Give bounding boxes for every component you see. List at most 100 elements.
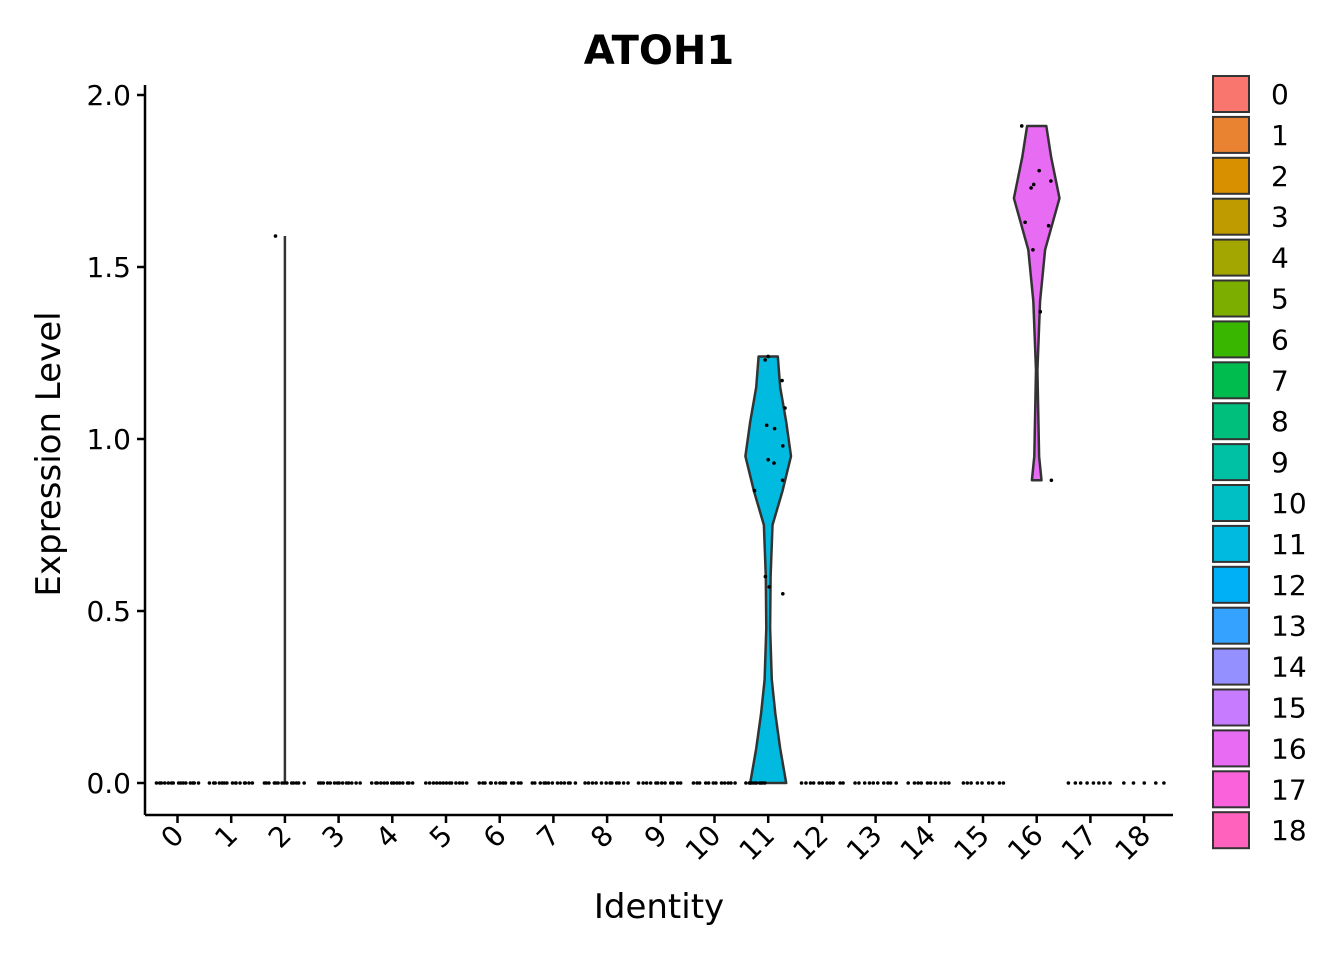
- data-point: [641, 781, 645, 785]
- data-point: [1029, 186, 1033, 190]
- data-point: [980, 781, 984, 785]
- data-point: [438, 781, 442, 785]
- data-point: [583, 781, 587, 785]
- legend-label-11: 11: [1271, 528, 1307, 561]
- data-point: [644, 781, 649, 785]
- legend-key-1: [1212, 115, 1250, 154]
- data-point: [783, 406, 787, 410]
- data-point: [831, 781, 836, 785]
- data-point: [703, 781, 708, 785]
- data-point: [573, 781, 578, 785]
- data-point: [752, 488, 757, 493]
- data-point: [621, 781, 626, 785]
- data-point: [599, 781, 604, 785]
- data-point: [217, 781, 222, 785]
- violin-16: [1012, 124, 1061, 482]
- legend-label-12: 12: [1271, 569, 1307, 602]
- data-point: [354, 781, 358, 785]
- data-point: [997, 781, 1002, 785]
- data-point: [519, 781, 523, 785]
- x-tick-label: 7: [530, 819, 566, 855]
- data-point: [1001, 781, 1006, 785]
- x-tick-label: 9: [638, 819, 674, 855]
- data-point: [1073, 781, 1078, 785]
- data-point: [841, 781, 845, 785]
- data-point: [719, 781, 724, 785]
- data-point: [276, 781, 280, 785]
- data-point: [332, 781, 337, 785]
- data-point: [325, 781, 330, 785]
- data-point: [273, 234, 278, 238]
- data-point: [726, 781, 731, 785]
- legend-key-14: [1212, 647, 1250, 686]
- data-point: [772, 461, 776, 465]
- data-point: [207, 781, 212, 785]
- data-point: [772, 426, 777, 431]
- data-point: [1078, 781, 1083, 785]
- legend-key-17: [1212, 770, 1250, 809]
- data-point: [838, 781, 842, 785]
- data-point: [449, 781, 454, 785]
- data-point: [538, 781, 543, 785]
- data-point: [267, 781, 271, 785]
- data-point: [1038, 309, 1043, 314]
- data-point: [291, 781, 296, 785]
- data-point: [933, 781, 938, 785]
- data-point: [990, 781, 995, 785]
- data-point: [464, 781, 469, 785]
- data-point: [328, 781, 333, 785]
- data-point: [192, 781, 197, 785]
- data-point: [391, 781, 396, 785]
- data-point: [763, 574, 768, 579]
- x-axis-label: Identity: [594, 887, 724, 927]
- data-point: [766, 457, 770, 462]
- legend-key-5: [1212, 279, 1250, 318]
- data-point: [729, 781, 733, 785]
- x-tick-label: 0: [155, 819, 191, 855]
- data-point: [225, 781, 229, 785]
- data-point: [614, 781, 619, 785]
- data-point: [243, 781, 248, 785]
- data-point: [222, 781, 227, 785]
- data-point: [407, 781, 411, 785]
- data-point: [1142, 781, 1147, 785]
- x-tick-label: 3: [316, 819, 352, 855]
- data-point: [1091, 781, 1096, 785]
- data-point: [434, 781, 439, 785]
- data-point: [947, 781, 951, 785]
- data-point: [586, 781, 591, 785]
- data-point: [609, 781, 614, 785]
- data-point: [817, 781, 821, 785]
- data-point: [1019, 124, 1024, 128]
- data-point: [340, 781, 345, 785]
- data-point: [1131, 781, 1136, 785]
- data-point: [264, 781, 269, 785]
- data-point: [460, 781, 465, 785]
- data-point: [318, 781, 323, 785]
- data-point: [401, 781, 405, 785]
- data-point: [763, 358, 767, 362]
- legend-label-4: 4: [1271, 242, 1289, 275]
- data-point: [1023, 220, 1027, 225]
- violin-layer: [283, 124, 1061, 785]
- data-point: [1031, 248, 1035, 252]
- data-point: [975, 781, 980, 785]
- data-point: [441, 781, 446, 785]
- data-point: [969, 781, 973, 785]
- data-point: [427, 781, 432, 785]
- data-point: [423, 781, 428, 785]
- data-point: [928, 781, 933, 785]
- data-point: [906, 781, 911, 785]
- legend-label-16: 16: [1271, 732, 1307, 765]
- x-tick-label: 4: [369, 819, 405, 855]
- y-tick-label: 0.0: [86, 767, 131, 800]
- legend-label-9: 9: [1271, 446, 1289, 479]
- data-point: [808, 781, 813, 785]
- data-point: [1102, 781, 1106, 785]
- legend-label-18: 18: [1271, 814, 1307, 847]
- data-point: [154, 781, 159, 785]
- data-point: [811, 781, 816, 785]
- data-point: [671, 781, 675, 785]
- x-tick-label: 1: [208, 819, 244, 855]
